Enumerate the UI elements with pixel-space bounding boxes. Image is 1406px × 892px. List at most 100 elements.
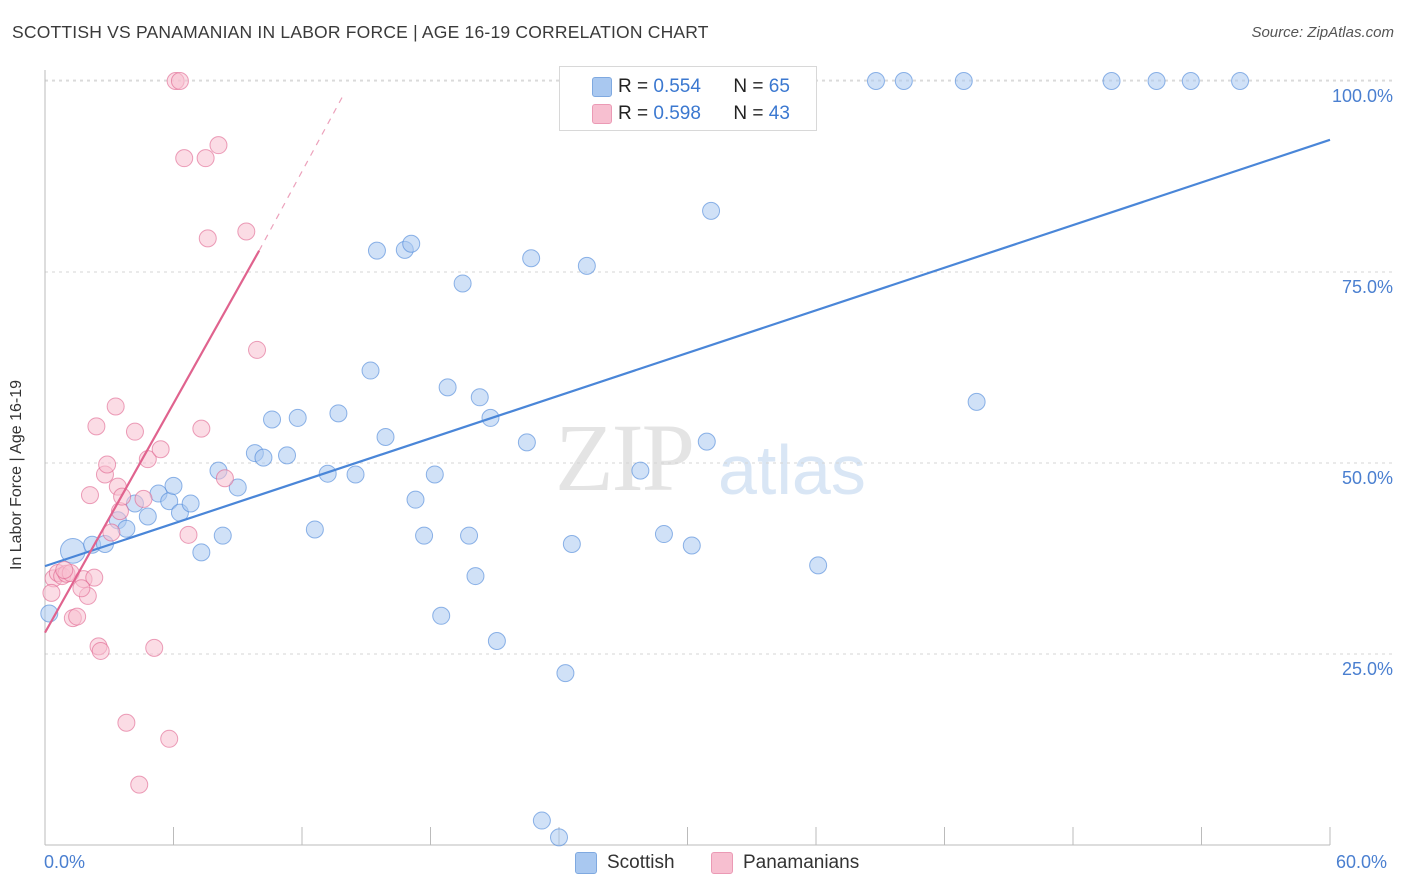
scottish-point-36 [467, 568, 484, 585]
panamanian-point-42 [73, 580, 90, 597]
legend-n-value: 43 [769, 103, 790, 125]
scottish-point-26 [368, 242, 385, 259]
bottom-legend-panamanians: Panamanians [711, 852, 859, 874]
panamanian-point-40 [43, 584, 60, 601]
panamanian-point-38 [238, 223, 255, 240]
panamanian-trend-line [45, 251, 259, 633]
scottish-point-54 [810, 557, 827, 574]
panamanian-point-23 [131, 776, 148, 793]
scottish-point-62 [1232, 73, 1249, 90]
scottish-point-12 [193, 544, 210, 561]
scottish-point-52 [703, 202, 720, 219]
bottom-legend-swatch-panamanians [711, 852, 733, 874]
panamanian-point-33 [193, 420, 210, 437]
y-tick-label-25: 25.0% [1342, 659, 1393, 680]
panamanian-point-22 [126, 423, 143, 440]
scottish-point-17 [255, 449, 272, 466]
bottom-legend-label-panamanians: Panamanians [743, 852, 859, 874]
panamanian-point-26 [146, 639, 163, 656]
scottish-point-42 [533, 812, 550, 829]
legend-row-scottish: R = 0.554 N = 65 [618, 75, 790, 99]
scottish-point-48 [632, 462, 649, 479]
panamanian-point-9 [81, 487, 98, 504]
panamanian-point-34 [197, 150, 214, 167]
scottish-point-45 [563, 535, 580, 552]
scottish-point-7 [139, 508, 156, 525]
scottish-point-34 [454, 275, 471, 292]
panamanian-point-39 [249, 341, 266, 358]
scottish-point-39 [488, 633, 505, 650]
scottish-point-32 [426, 466, 443, 483]
legend-swatch-panamanians [592, 104, 612, 124]
legend-r-label: R = [618, 103, 648, 125]
panamanian-point-17 [107, 398, 124, 415]
legend-n-label: N = [733, 103, 763, 125]
scottish-point-40 [518, 434, 535, 451]
scottish-point-13 [214, 527, 231, 544]
bottom-legend-swatch-scottish [575, 852, 597, 874]
scottish-point-59 [1103, 73, 1120, 90]
panamanian-point-21 [118, 714, 135, 731]
panamanian-point-28 [161, 730, 178, 747]
y-axis-label: In Labor Force | Age 16-19 [8, 380, 26, 570]
scottish-point-41 [523, 250, 540, 267]
scottish-point-19 [279, 447, 296, 464]
scottish-point-37 [471, 389, 488, 406]
panamanian-point-13 [92, 642, 109, 659]
panamanian-point-6 [69, 608, 86, 625]
scottish-point-5 [118, 520, 135, 537]
panamanian-point-30 [171, 73, 188, 90]
panamanian-point-35 [199, 230, 216, 247]
panamanian-point-15 [99, 456, 116, 473]
scatter-plot [0, 0, 1406, 892]
scottish-point-57 [955, 73, 972, 90]
panamanian-point-31 [176, 150, 193, 167]
scottish-point-29 [403, 235, 420, 252]
scottish-point-11 [182, 495, 199, 512]
legend-r-label: R = [618, 76, 648, 98]
scottish-point-30 [407, 491, 424, 508]
scottish-point-46 [578, 257, 595, 274]
scottish-point-31 [416, 527, 433, 544]
scottish-point-63 [433, 607, 450, 624]
stats-legend: R = 0.554 N = 65 R = 0.598 N = 43 [559, 66, 817, 131]
scottish-point-49 [655, 526, 672, 543]
scottish-point-44 [557, 665, 574, 682]
scottish-point-24 [347, 466, 364, 483]
y-tick-label-50: 50.0% [1342, 468, 1393, 489]
scottish-point-25 [362, 362, 379, 379]
scottish-point-64 [165, 477, 182, 494]
scottish-point-21 [306, 521, 323, 538]
x-tick-label-max: 60.0% [1336, 852, 1387, 873]
panamanian-point-24 [135, 490, 152, 507]
scottish-point-50 [683, 537, 700, 554]
scottish-point-60 [1148, 73, 1165, 90]
scottish-point-58 [968, 393, 985, 410]
panamanian-point-27 [152, 441, 169, 458]
scottish-point-61 [1182, 73, 1199, 90]
scottish-point-18 [264, 411, 281, 428]
scottish-point-51 [698, 433, 715, 450]
legend-row-panamanians: R = 0.598 N = 43 [618, 102, 790, 126]
panamanian-point-32 [180, 526, 197, 543]
legend-swatch-scottish [592, 77, 612, 97]
scottish-point-56 [895, 73, 912, 90]
legend-r-value: 0.598 [653, 103, 733, 125]
scottish-point-35 [461, 527, 478, 544]
scottish-trend-line [45, 140, 1330, 566]
y-tick-label-100: 100.0% [1332, 86, 1393, 107]
bottom-legend-scottish: Scottish [575, 852, 675, 874]
scottish-point-20 [289, 409, 306, 426]
scottish-point-23 [330, 405, 347, 422]
scottish-point-33 [439, 379, 456, 396]
panamanian-point-37 [216, 470, 233, 487]
panamanian-point-11 [88, 418, 105, 435]
scottish-point-27 [377, 429, 394, 446]
scottish-point-55 [867, 73, 884, 90]
x-tick-label-min: 0.0% [44, 852, 85, 873]
panamanian-point-41 [56, 561, 73, 578]
panamanian-point-36 [210, 137, 227, 154]
panamanian-trend-extension [259, 96, 343, 250]
legend-n-label: N = [733, 76, 763, 98]
y-tick-label-75: 75.0% [1342, 277, 1393, 298]
